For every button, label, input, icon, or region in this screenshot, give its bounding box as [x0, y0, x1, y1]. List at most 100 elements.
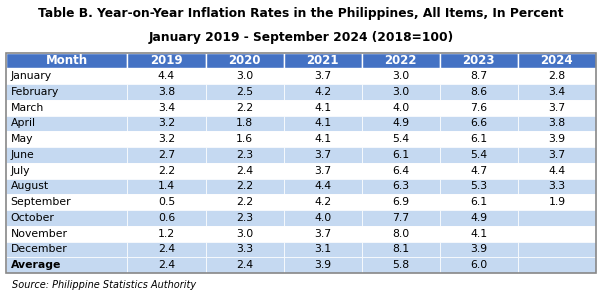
Text: 2024: 2024: [541, 54, 573, 67]
Text: 2020: 2020: [228, 54, 261, 67]
Text: 8.7: 8.7: [470, 71, 488, 81]
Text: 8.1: 8.1: [392, 244, 409, 254]
Bar: [518, 241, 596, 257]
Text: 6.1: 6.1: [470, 197, 488, 207]
Text: 3.0: 3.0: [392, 71, 409, 81]
Text: Table B. Year-on-Year Inflation Rates in the Philippines, All Items, In Percent: Table B. Year-on-Year Inflation Rates in…: [39, 7, 563, 20]
Bar: [128, 100, 205, 116]
Text: 2.2: 2.2: [236, 197, 253, 207]
Text: 5.4: 5.4: [470, 150, 488, 160]
Bar: [362, 257, 440, 273]
Bar: [518, 131, 596, 147]
Text: 2019: 2019: [150, 54, 183, 67]
Text: 6.1: 6.1: [392, 150, 409, 160]
Text: 3.1: 3.1: [314, 244, 331, 254]
Text: 3.9: 3.9: [548, 134, 565, 144]
Text: September: September: [11, 197, 72, 207]
Bar: [518, 163, 596, 178]
Text: March: March: [11, 103, 44, 113]
Text: 3.0: 3.0: [236, 229, 253, 239]
Text: 4.1: 4.1: [314, 119, 331, 128]
Bar: [362, 194, 440, 210]
Bar: [440, 163, 518, 178]
Text: 4.4: 4.4: [314, 181, 331, 192]
Text: 2.2: 2.2: [236, 181, 253, 192]
Text: May: May: [11, 134, 33, 144]
Bar: [205, 147, 284, 163]
Bar: [440, 257, 518, 273]
Text: 2.8: 2.8: [548, 71, 565, 81]
Bar: [440, 241, 518, 257]
Bar: [205, 241, 284, 257]
Bar: [205, 210, 284, 226]
Bar: [284, 84, 362, 100]
Bar: [284, 257, 362, 273]
Text: 8.0: 8.0: [392, 229, 409, 239]
Bar: [6, 257, 128, 273]
Text: 4.0: 4.0: [314, 213, 331, 223]
Text: January 2019 - September 2024 (2018=100): January 2019 - September 2024 (2018=100): [149, 31, 453, 44]
Text: 0.6: 0.6: [158, 213, 175, 223]
Text: 7.7: 7.7: [392, 213, 409, 223]
Text: June: June: [11, 150, 34, 160]
Bar: [518, 84, 596, 100]
Bar: [362, 210, 440, 226]
Text: 3.3: 3.3: [548, 181, 565, 192]
Text: 3.7: 3.7: [548, 103, 565, 113]
Bar: [284, 194, 362, 210]
Text: 3.0: 3.0: [392, 87, 409, 97]
Bar: [284, 241, 362, 257]
Bar: [128, 53, 205, 68]
Bar: [362, 178, 440, 194]
Bar: [6, 68, 128, 84]
Text: 4.9: 4.9: [392, 119, 409, 128]
Bar: [128, 131, 205, 147]
Text: 6.9: 6.9: [392, 197, 409, 207]
Text: 3.3: 3.3: [236, 244, 253, 254]
Text: 2.3: 2.3: [236, 150, 253, 160]
Bar: [440, 194, 518, 210]
Text: 2.3: 2.3: [236, 213, 253, 223]
Text: 5.8: 5.8: [392, 260, 409, 270]
Text: 2022: 2022: [385, 54, 417, 67]
Text: July: July: [11, 166, 30, 176]
Bar: [205, 100, 284, 116]
Bar: [128, 178, 205, 194]
Text: 1.4: 1.4: [158, 181, 175, 192]
Bar: [518, 178, 596, 194]
Text: 4.2: 4.2: [314, 197, 331, 207]
Text: Average: Average: [11, 260, 61, 270]
Text: 3.7: 3.7: [314, 166, 331, 176]
Bar: [362, 241, 440, 257]
Text: November: November: [11, 229, 68, 239]
Text: 3.0: 3.0: [236, 71, 253, 81]
Text: 6.6: 6.6: [470, 119, 488, 128]
Bar: [6, 194, 128, 210]
Bar: [6, 210, 128, 226]
Bar: [362, 131, 440, 147]
Text: 5.3: 5.3: [470, 181, 488, 192]
Text: January: January: [11, 71, 52, 81]
Text: 0.5: 0.5: [158, 197, 175, 207]
Bar: [6, 226, 128, 241]
Text: February: February: [11, 87, 59, 97]
Bar: [128, 226, 205, 241]
Text: 2.4: 2.4: [236, 166, 253, 176]
Bar: [205, 84, 284, 100]
Text: 6.1: 6.1: [470, 134, 488, 144]
Text: 4.0: 4.0: [392, 103, 409, 113]
Text: 2.2: 2.2: [236, 103, 253, 113]
Bar: [440, 210, 518, 226]
Bar: [362, 226, 440, 241]
Text: 1.6: 1.6: [236, 134, 253, 144]
Bar: [6, 147, 128, 163]
Text: 4.7: 4.7: [470, 166, 488, 176]
Text: 3.4: 3.4: [548, 87, 565, 97]
Bar: [440, 116, 518, 131]
Bar: [205, 116, 284, 131]
Text: 3.7: 3.7: [314, 150, 331, 160]
Bar: [6, 53, 128, 68]
Text: Month: Month: [46, 54, 88, 67]
Text: 3.7: 3.7: [548, 150, 565, 160]
Text: 4.1: 4.1: [470, 229, 488, 239]
